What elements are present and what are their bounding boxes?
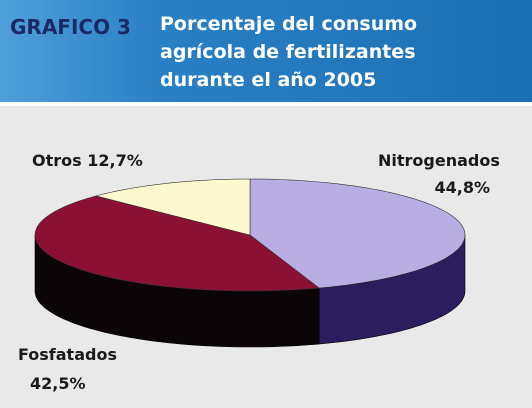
slice-value-label: 12,7% [87,151,143,170]
header-band [0,0,532,102]
slice-value-label: 42,5% [30,374,86,393]
header-rule [0,102,532,106]
pie-slice [249,178,466,289]
slice-label: Fosfatados [18,345,117,364]
slice-label-group: Otros 12,7% [32,151,143,170]
slice-value-label: 44,8% [434,178,490,197]
chart-title: agrícola de fertilizantes [160,41,416,63]
slice-label: Otros [32,151,82,170]
chart-title: durante el año 2005 [160,69,376,91]
chart-label: GRAFICO 3 [10,15,131,39]
chart-title: Porcentaje del consumo [160,13,417,35]
pie-slice [95,178,251,236]
pie-slice [34,195,320,292]
slice-label: Nitrogenados [378,151,500,170]
